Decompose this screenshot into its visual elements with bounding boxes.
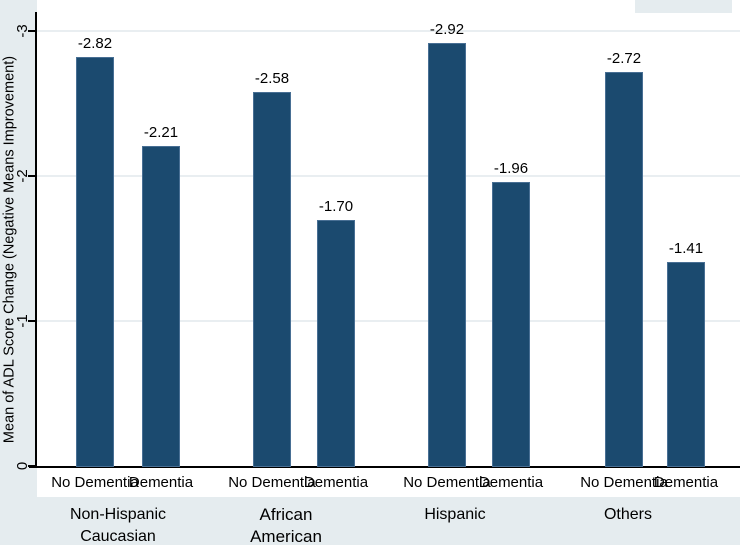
group-label-line: Non-Hispanic (69, 506, 167, 523)
category-label: Dementia (478, 474, 544, 491)
bar-value-label: -1.41 (668, 239, 704, 257)
group-label: Hispanic (345, 504, 565, 526)
bar (76, 57, 114, 467)
bar (142, 145, 180, 467)
background-notch (635, 0, 732, 13)
gridline (37, 175, 740, 177)
bar-value-label: -2.21 (143, 123, 179, 141)
category-label: No Dementia (51, 474, 139, 491)
group-label: Others (518, 504, 738, 526)
bar-value-label: -1.96 (493, 159, 529, 177)
bar (492, 181, 530, 467)
category-label: No Dementia (580, 474, 668, 491)
y-tick (28, 465, 37, 467)
group-label-line: Caucasian (80, 528, 156, 545)
category-label: Dementia (128, 474, 194, 491)
category-label: Dementia (653, 474, 719, 491)
category-label: No Dementia (228, 474, 316, 491)
y-axis-line (35, 12, 37, 468)
group-label-line: Others (603, 506, 652, 523)
bar-value-label: -2.82 (77, 35, 113, 53)
group-label: African American (176, 504, 396, 545)
bar (667, 261, 705, 467)
gridline (37, 30, 740, 32)
bar-value-label: -2.58 (254, 69, 290, 87)
y-tick (28, 30, 37, 32)
bar (428, 42, 466, 467)
bar (253, 91, 291, 467)
category-label: Dementia (303, 474, 369, 491)
group-label-line: African (259, 505, 313, 524)
bar (317, 219, 355, 467)
bar (605, 71, 643, 467)
category-label: No Dementia (403, 474, 491, 491)
group-label: Non-Hispanic Caucasian (8, 504, 228, 545)
group-label-line: Hispanic (424, 506, 486, 523)
x-axis-line (29, 466, 740, 468)
bar-value-label: -2.92 (429, 20, 465, 38)
y-tick (28, 175, 37, 177)
y-tick (28, 320, 37, 322)
group-label-line: American (250, 527, 322, 545)
y-axis-title: Mean of ADL Score Change (Negative Means… (1, 55, 18, 444)
bar-value-label: -2.72 (606, 49, 642, 67)
gridline (37, 320, 740, 322)
bar-value-label: -1.70 (318, 197, 354, 215)
